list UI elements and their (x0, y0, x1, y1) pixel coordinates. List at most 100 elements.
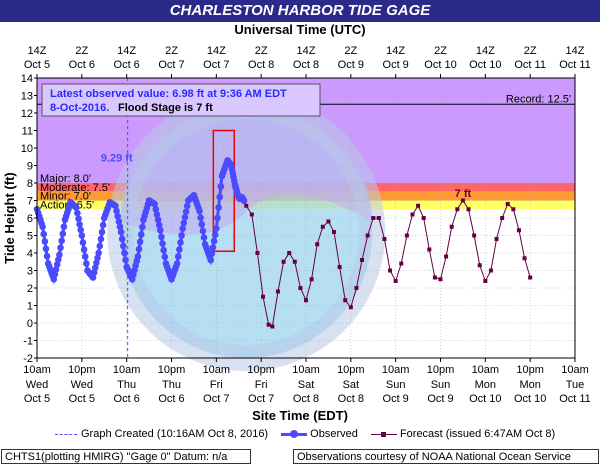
forecast-point (320, 224, 325, 229)
observed-point (118, 235, 126, 243)
forecast-point (455, 207, 460, 212)
bottom-tick-day: Mon (475, 379, 496, 391)
bottom-tick-day: Sat (343, 379, 360, 391)
forecast-point (393, 279, 398, 283)
annotation-line2-date: 8-Oct-2016. (50, 102, 109, 114)
forecast-point (528, 275, 533, 280)
stage-label-minor: Minor: 7.0' (40, 191, 91, 203)
observed-point (240, 197, 248, 205)
forecast-point (438, 277, 443, 282)
top-tick-label: 2Z (75, 45, 88, 57)
forecast-point (343, 298, 348, 303)
y-tick-label: 8 (27, 178, 33, 190)
top-tick-date: Oct 5 (24, 59, 50, 71)
bottom-tick-time: 10pm (247, 364, 275, 376)
observed-point (43, 252, 51, 260)
y-tick-label: 7 (27, 196, 33, 208)
bottom-tick-time: 10pm (337, 364, 365, 376)
stage-label-moderate: Moderate: 7.5' (40, 182, 110, 194)
top-tick-label: 14Z (297, 45, 316, 57)
y-tick-label: 3 (27, 266, 33, 278)
footer-right: Observations courtesy of NOAA National O… (293, 449, 599, 464)
observed-point (57, 244, 64, 252)
y-tick-label: 2 (27, 283, 33, 295)
forecast-point (298, 286, 303, 290)
observed-point (74, 209, 81, 217)
top-tick-label: 14Z (207, 45, 226, 57)
observed-point (214, 214, 221, 222)
bottom-tick-date: Oct 10 (469, 393, 501, 405)
top-tick-label: 2Z (165, 45, 178, 57)
observed-point (72, 204, 80, 211)
observed-point (116, 223, 124, 231)
observed-point (155, 221, 163, 229)
chart-title: CHARLESTON HARBOR TIDE GAGE (0, 0, 600, 22)
bottom-tick-date: Oct 5 (24, 393, 50, 405)
top-tick-date: Oct 6 (114, 59, 140, 71)
observed-point (121, 249, 128, 257)
forecast-point (505, 202, 510, 206)
top-tick-date: Oct 8 (293, 59, 319, 71)
forecast-point (304, 298, 308, 303)
legend-forecast-marker (380, 431, 386, 437)
observed-point (197, 214, 204, 221)
forecast-point (516, 228, 521, 233)
legend-graph-created: Graph Created (10:16AM Oct 8, 2016) (81, 428, 269, 440)
forecast-point (483, 279, 488, 283)
observed-point (173, 260, 181, 267)
top-tick-label: 14Z (566, 45, 585, 57)
observed-point (177, 239, 184, 246)
forecast-point (432, 275, 437, 280)
forecast-point (315, 242, 320, 247)
observed-point (95, 249, 102, 257)
forecast-point (365, 233, 370, 238)
bottom-tick-time: 10pm (158, 364, 186, 376)
observed-point (113, 207, 120, 215)
observed-point (208, 250, 216, 257)
observed-point (42, 245, 50, 253)
observed-point (56, 251, 63, 259)
observed-point (153, 211, 161, 218)
observed-point (39, 223, 46, 231)
bottom-tick-day: Wed (26, 379, 48, 391)
y-tick-label: 11 (22, 126, 33, 138)
observed-point (60, 223, 68, 231)
observed-point (179, 225, 187, 232)
forecast-point (309, 277, 314, 282)
y-axis-label: Tide Height (ft) (2, 172, 17, 263)
forecast-point (371, 216, 376, 220)
forecast-point (477, 263, 482, 268)
forecast-line (245, 199, 531, 328)
observed-point (139, 223, 146, 231)
bottom-tick-time: 10am (203, 364, 231, 376)
bottom-axis-title: Site Time (EDT) (252, 408, 348, 423)
observed-point (81, 253, 89, 260)
observed-point (182, 208, 190, 215)
y-tick-label: 10 (21, 143, 33, 155)
observed-peak-label: 9.29 ft (101, 152, 133, 164)
legend-observed: Observed (310, 428, 358, 440)
bottom-tick-date: Oct 8 (338, 393, 364, 405)
top-tick-date: Oct 11 (559, 59, 591, 71)
bottom-tick-time: 10am (23, 364, 51, 376)
forecast-point (399, 261, 404, 266)
observed-point (209, 244, 217, 251)
forecast-point (266, 322, 271, 327)
record-label: Record: 12.5' (506, 93, 571, 105)
observed-point (174, 253, 182, 260)
bottom-tick-day: Sat (298, 379, 315, 391)
y-tick-label: 6 (27, 213, 33, 225)
top-tick-label: 2Z (434, 45, 447, 57)
forecast-point (348, 305, 353, 310)
top-tick-date: Oct 8 (248, 59, 274, 71)
footer-left: CHTS1(plotting HMIRG) "Gage 0" Datum: n/… (1, 449, 251, 464)
observed-point (198, 221, 206, 228)
observed-point (215, 204, 222, 211)
observed-point (158, 233, 165, 241)
bottom-tick-time: 10am (472, 364, 500, 376)
legend-forecast-swatch (370, 431, 397, 437)
forecast-point (287, 251, 292, 255)
top-tick-date: Oct 9 (383, 59, 409, 71)
observed-point (210, 237, 218, 245)
